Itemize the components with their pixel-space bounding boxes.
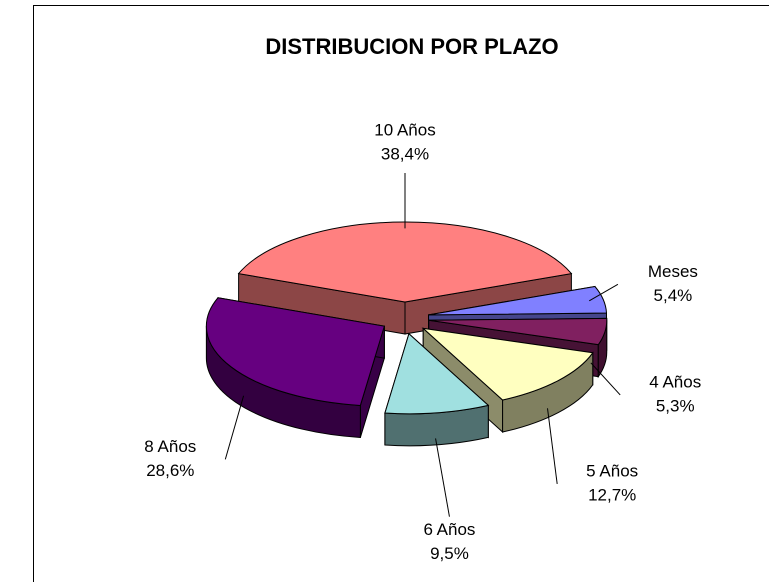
slice-category-label: 10 Años: [374, 120, 435, 139]
slice-value-label: 5,3%: [656, 396, 695, 415]
slice-value-label: 38,4%: [381, 144, 429, 163]
slice-category-label: Meses: [648, 262, 698, 281]
slice-category-label: 5 Años: [586, 461, 638, 480]
slice-value-label: 28,6%: [146, 461, 194, 480]
slice-category-label: 8 Años: [144, 437, 196, 456]
slice-category-label: 4 Años: [649, 372, 701, 391]
slice-value-label: 9,5%: [430, 544, 469, 563]
slice-category-label: 6 Años: [423, 520, 475, 539]
slice-value-label: 12,7%: [588, 485, 636, 504]
slice-value-label: 5,4%: [654, 286, 693, 305]
chart-title: DISTRIBUCION POR PLAZO: [265, 34, 558, 59]
